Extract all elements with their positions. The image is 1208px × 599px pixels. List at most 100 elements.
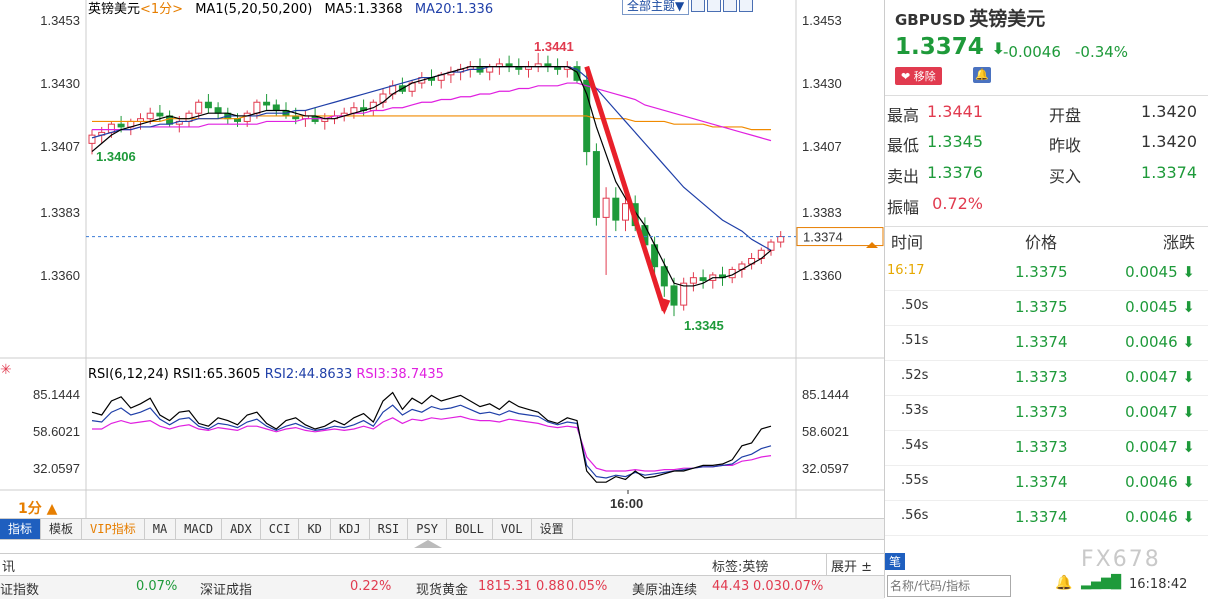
ma50-line (92, 82, 772, 142)
layout-expand-icon[interactable] (739, 0, 754, 12)
legend-period[interactable]: <1分> (140, 2, 184, 17)
start-low-label: 1.3406 (96, 149, 136, 164)
tick-row: .54s 1.3373 0.0047 ⬇ (885, 430, 1208, 466)
quote-row-amplitude: 振幅 0.72% (887, 194, 983, 217)
ticker-item4-name[interactable]: 美原油连续 (632, 583, 698, 598)
price-tick-left: 1.3430 (40, 76, 80, 91)
news-bar: 讯 标签:英镑 展开 ± (0, 553, 884, 577)
candle-body (204, 101, 212, 109)
expand-button[interactable]: 展开 ± (826, 554, 876, 577)
theme-dropdown[interactable]: 全部主题▼ (622, 0, 690, 15)
price-tick-right: 1.3383 (802, 205, 842, 220)
price-tick-left: 1.3383 (40, 205, 80, 220)
quote-panel: GBPUSD 英镑美元 1.3374 ⬇ -0.0046 -0.34% ❤ 移除 … (884, 0, 1208, 598)
candle-body (622, 203, 629, 221)
candle-body (253, 101, 261, 114)
indicator-tabs: 指标 模板 VIP指标 MA MACD ADX CCI KD KDJ RSI P… (0, 518, 884, 540)
rsi1-value: RSI1:65.3605 (173, 367, 261, 382)
ticker-item4-price: 44.43 (712, 579, 750, 594)
ticker-item3-price: 1815.31 (478, 579, 532, 594)
quote-symbol: GBPUSD (895, 11, 966, 29)
tab-settings[interactable]: 设置 (532, 519, 573, 539)
tick-price: 1.3374 (1015, 508, 1068, 526)
tab-vol[interactable]: VOL (493, 519, 532, 539)
clock: 16:18:42 (1129, 577, 1188, 592)
alert-bell-icon[interactable]: 🔔 (973, 67, 991, 83)
tick-change: 0.0045 ⬇ (1125, 263, 1195, 281)
quote-header: GBPUSD 英镑美元 (895, 4, 1045, 31)
tick-time: .56s (901, 508, 929, 523)
tick-price: 1.3373 (1015, 368, 1068, 386)
tick-price: 1.3375 (1015, 298, 1068, 316)
layout-quad-icon[interactable] (723, 0, 738, 12)
tab-kd[interactable]: KD (299, 519, 331, 539)
ticker-item2-name[interactable]: 深证成指 (200, 583, 253, 598)
ticker-item3-name[interactable]: 现货黄金 (416, 583, 469, 598)
tick-change: 0.0047 ⬇ (1125, 368, 1195, 386)
rsi2-line (91, 404, 772, 479)
candle-body (272, 104, 280, 111)
search-input[interactable] (887, 575, 1011, 597)
tick-time: .50s (901, 298, 929, 313)
current-price-label: 1.3374 (803, 230, 843, 245)
candle-body (660, 266, 668, 287)
rsi3-line (92, 415, 772, 472)
tick-time: .52s (901, 368, 929, 383)
collapse-handle-icon[interactable] (414, 540, 442, 548)
legend-ma20: MA20:1.336 (414, 2, 494, 17)
trend-arrow-head (657, 296, 671, 315)
quote-change-pct: -0.34% (1075, 43, 1129, 61)
candle-body (195, 101, 203, 114)
candle-body (602, 197, 610, 218)
rsi-label[interactable]: RSI(6,12,24) (88, 367, 169, 382)
time-axis-label: 16:00 (610, 496, 643, 511)
ticks-header: 时间 价格 涨跌 (885, 226, 1208, 255)
tick-row: .55s 1.3374 0.0046 ⬇ (885, 465, 1208, 501)
tick-time: 16:17 (887, 263, 925, 278)
tab-kdj[interactable]: KDJ (331, 519, 370, 539)
ticker-item1-name[interactable]: 证指数 (0, 583, 40, 598)
current-price-box (796, 227, 884, 247)
alarm-icon[interactable]: 🔔 (1055, 575, 1073, 591)
news-label[interactable]: 讯 (2, 560, 16, 575)
tab-template[interactable]: 模板 (41, 519, 83, 539)
tab-ma[interactable]: MA (145, 519, 177, 539)
ticker-item1-chg: 0.07% (136, 579, 178, 594)
tick-price: 1.3373 (1015, 438, 1068, 456)
rsi3-value: RSI3:38.7435 (356, 367, 444, 382)
candle-body (777, 236, 785, 243)
tab-vip[interactable]: VIP指标 (82, 519, 145, 539)
tick-change: 0.0047 ⬇ (1125, 438, 1195, 456)
chart-area[interactable]: 1.3453 1.3453 1.3430 1.3430 1.3407 1.3407 1.33… (0, 0, 884, 518)
price-tick-right: 1.3360 (802, 268, 842, 283)
candle-body (263, 101, 271, 106)
tick-row: 16:17 1.3375 0.0045 ⬇ (885, 255, 1208, 291)
candle-body (166, 115, 174, 125)
tick-time: .55s (901, 473, 929, 488)
ma-legend: 英镑美元<1分> MA1(5,20,50,200) MA5:1.3368 MA2… (88, 0, 501, 17)
tab-psy[interactable]: PSY (408, 519, 447, 539)
candle-body (612, 197, 620, 221)
tab-boll[interactable]: BOLL (447, 519, 493, 539)
layout-grid-icon[interactable] (691, 0, 706, 12)
candle-body (592, 151, 600, 218)
candle-body (88, 134, 96, 144)
legend-ma-label[interactable]: MA1(5,20,50,200) (195, 2, 313, 17)
period-selector[interactable]: 1分 ▲ (18, 501, 58, 517)
rsi-tick-right: 85.1444 (802, 387, 849, 402)
layout-split-icon[interactable] (707, 0, 722, 12)
tab-indicator[interactable]: 指标 (0, 519, 42, 539)
tab-cci[interactable]: CCI (261, 519, 300, 539)
remove-watch-button[interactable]: ❤ 移除 (895, 67, 942, 85)
tick-row: .50s 1.3375 0.0045 ⬇ (885, 290, 1208, 326)
tab-adx[interactable]: ADX (222, 519, 261, 539)
candle-body (156, 112, 164, 117)
rsi1-line (91, 391, 772, 483)
quote-price: 1.3374 ⬇ (895, 34, 1006, 60)
tab-macd[interactable]: MACD (176, 519, 223, 539)
pen-button[interactable]: 笔 (885, 553, 906, 570)
tag-label[interactable]: 标签:英镑 (712, 560, 769, 575)
signal-icon: ▂▄▆█ (1081, 575, 1121, 590)
rsi-tick-right: 58.6021 (802, 424, 849, 439)
tab-rsi[interactable]: RSI (370, 519, 409, 539)
